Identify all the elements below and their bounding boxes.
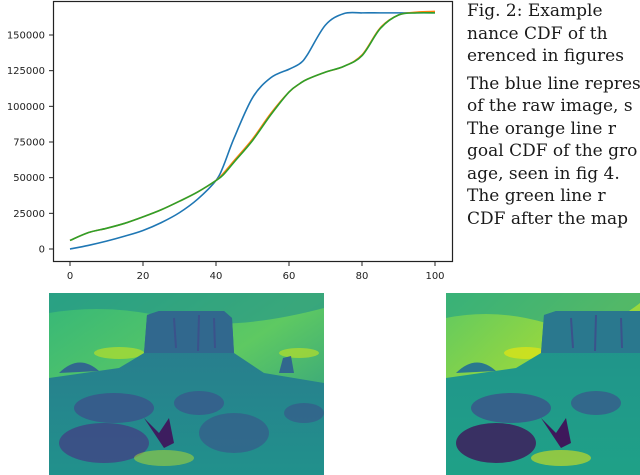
- series-line: [69, 11, 436, 242]
- paragraph-line: CDF after the map: [467, 208, 629, 229]
- x-tick-label: 20: [137, 271, 150, 282]
- y-tick-label: 25000: [13, 209, 45, 220]
- plot-frame: [52, 0, 454, 263]
- y-tick-label: 150000: [7, 31, 45, 42]
- x-tick-label: 0: [67, 271, 73, 282]
- x-tick-label: 40: [210, 271, 223, 282]
- paragraph-line: goal CDF of the gro: [467, 141, 638, 161]
- paragraph-line: The orange line r: [467, 118, 616, 139]
- paragraph-line: of the raw image, s: [467, 96, 633, 116]
- paragraph-line: The green line r: [467, 186, 606, 206]
- caption-line: Fig. 2: Example: [467, 1, 603, 21]
- x-axis: 0 20 40 60 80 100: [67, 261, 445, 282]
- y-tick-label: 50000: [13, 173, 45, 184]
- paragraph-line: age, seen in fig 4.: [467, 163, 620, 184]
- series-line: [69, 11, 435, 250]
- x-tick-label: 100: [425, 271, 444, 282]
- figure-caption: Fig. 2: Example nance CDF of th erenced …: [467, 0, 640, 230]
- cdf-chart-svg: 0 25000 50000 75000 100000 125000 150000 0 20 40…: [7, 0, 454, 282]
- y-tick-label: 125000: [7, 66, 45, 77]
- plot-lines: [69, 10, 436, 250]
- y-tick-label: 0: [39, 245, 45, 256]
- y-tick-label: 75000: [13, 138, 45, 149]
- caption-line: erenced in figures: [467, 46, 624, 66]
- x-tick-label: 60: [283, 271, 296, 282]
- y-tick-label: 100000: [7, 102, 45, 113]
- raw-image: [49, 293, 324, 475]
- cdf-plot: 0 25000 50000 75000 100000 125000 150000 0 20 40…: [0, 0, 460, 285]
- y-axis: 0 25000 50000 75000 100000 125000 150000: [7, 31, 54, 256]
- caption-line: nance CDF of th: [467, 23, 608, 44]
- paragraph-line: The blue line repres: [467, 73, 640, 94]
- x-tick-label: 80: [356, 271, 369, 282]
- mapped-image: [446, 293, 640, 475]
